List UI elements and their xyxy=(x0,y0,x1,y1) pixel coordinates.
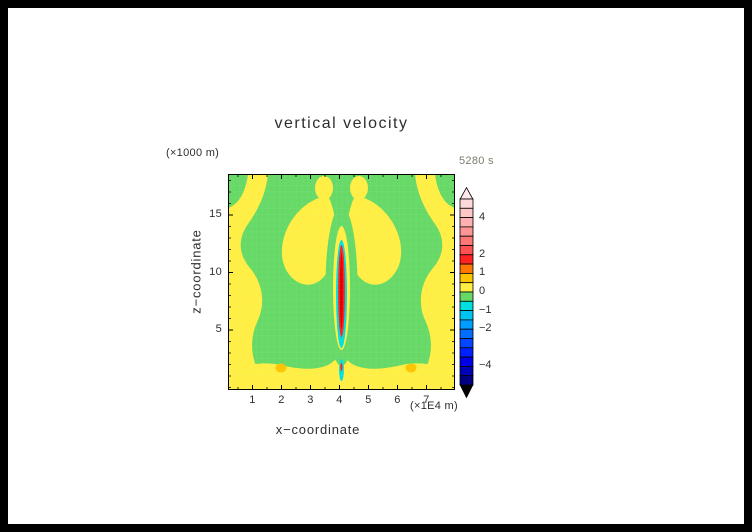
colorbar-segment xyxy=(459,300,474,312)
colorbar-label-2: 2 xyxy=(479,248,486,260)
colorbar-segment xyxy=(459,207,474,218)
colorbar-segment xyxy=(459,319,474,330)
colorbar-segment xyxy=(459,328,474,339)
major-ticks xyxy=(228,174,455,390)
x-tick-label-4: 4 xyxy=(336,394,343,406)
mesh-grid-overlay xyxy=(228,174,455,390)
y-tick-label-15: 15 xyxy=(209,208,222,220)
colorbar-label-1: 1 xyxy=(479,266,486,278)
colorbar-segment xyxy=(459,338,474,349)
minor-ticks xyxy=(228,174,455,390)
x-tick-label-6: 6 xyxy=(394,394,401,406)
colorbar-label-m4: −4 xyxy=(479,359,492,371)
colorbar-segment xyxy=(459,365,474,377)
colorbar-segment xyxy=(459,291,474,302)
colorbar-label-m1: −1 xyxy=(479,304,492,316)
x-tick-label-7: 7 xyxy=(423,394,430,406)
colorbar-segment xyxy=(459,375,474,386)
x-axis-title: x−coordinate xyxy=(275,422,361,437)
colorbar-segment xyxy=(459,198,474,209)
colorbar-label-0: 0 xyxy=(479,285,486,297)
colorbar-segment xyxy=(459,356,474,367)
colorbar-label-m2: −2 xyxy=(479,322,492,334)
colorbar-segment xyxy=(459,263,474,274)
chart-title: vertical velocity xyxy=(274,115,409,132)
x-tick-label-3: 3 xyxy=(307,394,314,406)
y-axis-unit-label: (×1000 m) xyxy=(166,147,220,159)
colorbar-segment xyxy=(459,235,474,246)
contour-plot xyxy=(228,174,455,390)
time-stamp: 5280 s xyxy=(459,155,494,167)
x-tick-label-2: 2 xyxy=(278,394,285,406)
colorbar-canvas xyxy=(459,186,474,399)
contour-plot-canvas xyxy=(228,174,455,390)
figure-page: vertical velocity (×1000 m) 5280 s z−coo… xyxy=(8,8,744,524)
plot-frame xyxy=(228,174,455,390)
x-tick-label-1: 1 xyxy=(249,394,256,406)
colorbar-segment xyxy=(459,273,474,284)
colorbar-over-arrow xyxy=(459,186,474,200)
colorbar xyxy=(459,186,475,400)
colorbar-segment xyxy=(459,282,474,293)
y-tick-label-5: 5 xyxy=(215,323,222,335)
x-tick-label-5: 5 xyxy=(365,394,372,406)
colorbar-segment xyxy=(459,310,474,321)
x-axis-unit-label: (×1E4 m) xyxy=(410,400,458,412)
colorbar-under-arrow xyxy=(459,384,474,399)
colorbar-label-4: 4 xyxy=(479,211,486,223)
colorbar-segment xyxy=(459,226,474,237)
colorbar-segment xyxy=(459,217,474,228)
y-tick-label-10: 10 xyxy=(209,265,222,278)
colorbar-segment xyxy=(459,254,474,265)
colorbar-segment xyxy=(459,347,474,358)
colorbar-segment xyxy=(459,245,474,256)
